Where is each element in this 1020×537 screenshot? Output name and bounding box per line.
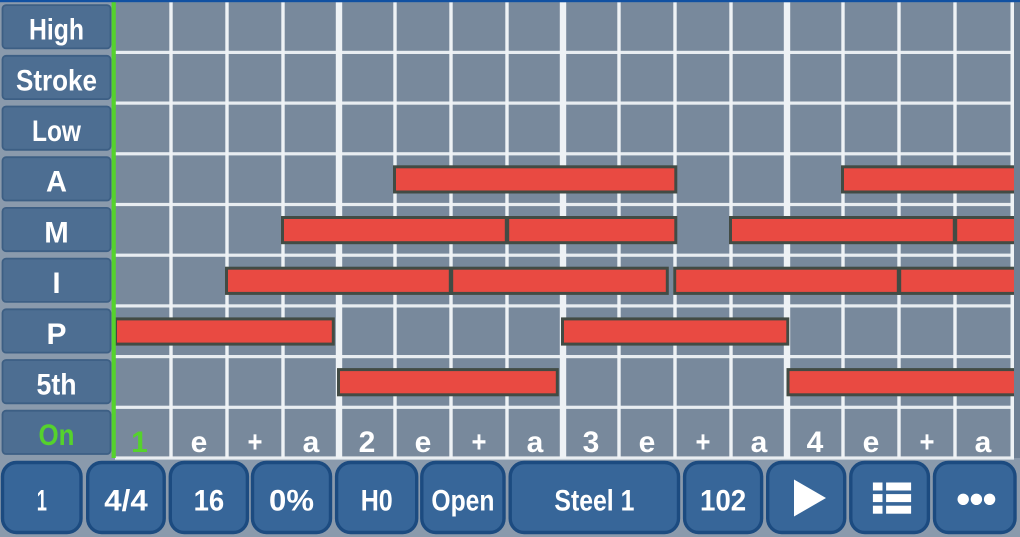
svg-text:1: 1 bbox=[131, 426, 148, 459]
svg-text:0%: 0% bbox=[269, 485, 314, 518]
svg-text:1: 1 bbox=[37, 485, 47, 518]
svg-text:+: + bbox=[472, 426, 487, 459]
svg-text:Low: Low bbox=[32, 115, 82, 148]
svg-text:4: 4 bbox=[807, 426, 824, 459]
svg-text:Stroke: Stroke bbox=[16, 64, 97, 97]
svg-text:Open: Open bbox=[431, 485, 494, 518]
svg-text:P: P bbox=[47, 318, 67, 351]
svg-text:On: On bbox=[39, 419, 75, 452]
svg-text:a: a bbox=[303, 426, 320, 459]
svg-text:A: A bbox=[46, 166, 67, 199]
svg-text:+: + bbox=[696, 426, 711, 459]
svg-text:+: + bbox=[248, 426, 263, 459]
svg-text:High: High bbox=[29, 14, 84, 47]
svg-text:a: a bbox=[751, 426, 768, 459]
svg-text:I: I bbox=[53, 267, 61, 300]
svg-text:2: 2 bbox=[359, 426, 376, 459]
svg-text:e: e bbox=[191, 426, 208, 459]
svg-text:H0: H0 bbox=[361, 485, 393, 518]
svg-text:3: 3 bbox=[583, 426, 600, 459]
svg-text:Steel 1: Steel 1 bbox=[554, 485, 634, 518]
svg-text:a: a bbox=[975, 426, 992, 459]
svg-text:e: e bbox=[415, 426, 432, 459]
svg-text:16: 16 bbox=[194, 485, 225, 518]
svg-text:e: e bbox=[863, 426, 880, 459]
svg-text:a: a bbox=[527, 426, 544, 459]
svg-text:+: + bbox=[920, 426, 935, 459]
svg-text:M: M bbox=[44, 216, 69, 249]
svg-text:4/4: 4/4 bbox=[104, 485, 148, 518]
svg-text:5th: 5th bbox=[37, 369, 77, 402]
svg-text:102: 102 bbox=[700, 485, 746, 518]
svg-text:e: e bbox=[639, 426, 656, 459]
